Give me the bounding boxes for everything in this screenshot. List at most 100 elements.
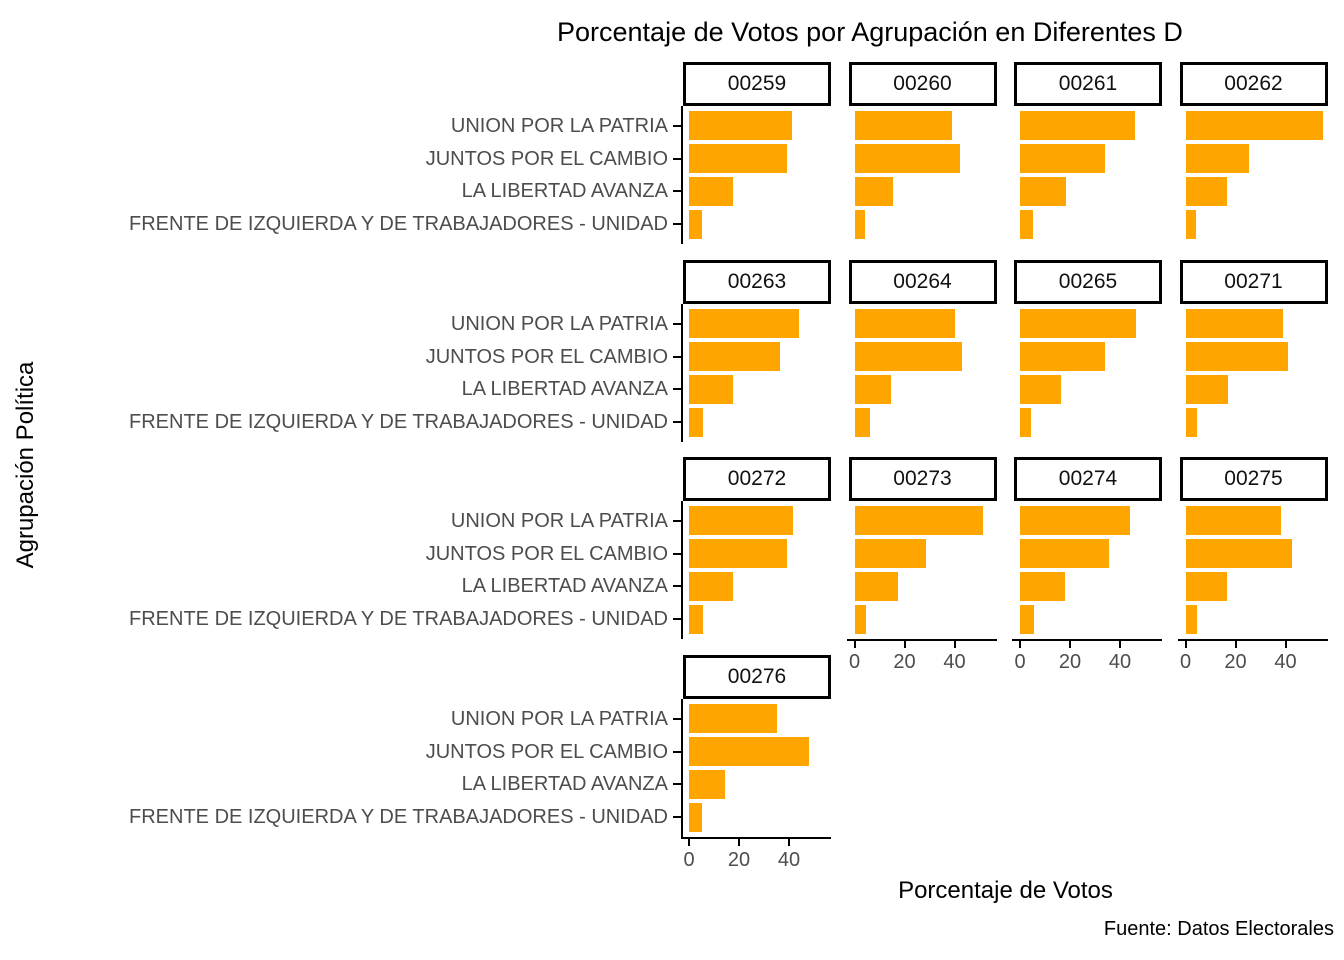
bar-juntos-por-el-cambio (1020, 539, 1109, 569)
bar-juntos-por-el-cambio (1185, 342, 1288, 372)
bar-la-libertad-avanza (689, 769, 726, 799)
facet-strip: 00262 (1179, 62, 1328, 106)
x-axis-tick-label: 0 (683, 849, 695, 871)
x-axis-line (1177, 639, 1328, 641)
bar-juntos-por-el-cambio (689, 539, 787, 569)
facet-panel (683, 106, 831, 244)
y-axis-label-la-libertad-avanza: LA LIBERTAD AVANZA (461, 575, 668, 598)
y-axis-label-frente-de-izquierda-y-de-trabajadores-unidad: FRENTE DE IZQUIERDA Y DE TRABAJADORES - … (129, 213, 668, 236)
y-axis-label-frente-de-izquierda-y-de-trabajadores-unidad: FRENTE DE IZQUIERDA Y DE TRABAJADORES - … (129, 411, 668, 434)
x-axis-line (681, 837, 831, 839)
bar-juntos-por-el-cambio (1185, 144, 1250, 174)
y-axis-line (681, 699, 683, 837)
x-axis-line (846, 639, 997, 641)
x-axis-tick-label: 40 (1274, 651, 1297, 673)
x-axis-tick-label: 40 (777, 849, 801, 871)
facet-strip-label: 00265 (1058, 270, 1118, 293)
y-axis-label-la-libertad-avanza: LA LIBERTAD AVANZA (461, 180, 668, 203)
y-axis-tick (673, 190, 681, 193)
bar-union-por-la-patria (854, 506, 984, 536)
bar-la-libertad-avanza (854, 374, 891, 404)
facet-strip: 00273 (848, 457, 997, 501)
facet-strip-label: 00262 (1224, 72, 1283, 95)
facet-panel (1179, 106, 1328, 244)
y-axis-tick (673, 618, 681, 621)
x-axis-tick (1184, 641, 1187, 648)
y-axis-label-juntos-por-el-cambio: JUNTOS POR EL CAMBIO (425, 740, 668, 763)
source-caption: Fuente: Datos Electorales (1103, 918, 1334, 940)
bar-juntos-por-el-cambio (854, 144, 960, 174)
x-axis-tick (688, 839, 690, 846)
bar-juntos-por-el-cambio (1020, 342, 1105, 372)
x-axis-tick (788, 839, 790, 846)
y-axis-tick (673, 322, 681, 325)
x-axis-title: Porcentaje de Votos (898, 877, 1113, 904)
facet-strip: 00272 (683, 457, 831, 501)
facet-strip: 00274 (1014, 457, 1162, 501)
facet-panel (848, 304, 997, 442)
y-axis-tick (673, 519, 681, 522)
bar-frente-de-izquierda-y-de-trabajadores-unidad (854, 209, 865, 239)
bar-frente-de-izquierda-y-de-trabajadores-unidad (1185, 407, 1197, 437)
y-axis-label-frente-de-izquierda-y-de-trabajadores-unidad: FRENTE DE IZQUIERDA Y DE TRABAJADORES - … (129, 806, 668, 829)
y-axis-label-juntos-por-el-cambio: JUNTOS POR EL CAMBIO (425, 345, 668, 368)
bar-la-libertad-avanza (1185, 571, 1227, 601)
y-axis-label-juntos-por-el-cambio: JUNTOS POR EL CAMBIO (425, 542, 668, 565)
bar-frente-de-izquierda-y-de-trabajadores-unidad (689, 604, 703, 634)
x-axis-tick-label: 0 (1014, 651, 1026, 673)
bar-la-libertad-avanza (1185, 176, 1227, 206)
facet-strip-label: 00275 (1224, 467, 1283, 490)
bar-la-libertad-avanza (854, 176, 894, 206)
facet-strip: 00264 (848, 260, 997, 304)
facet-strip: 00259 (683, 62, 831, 106)
facet-panel (683, 699, 831, 837)
bar-la-libertad-avanza (689, 571, 733, 601)
x-axis-tick (1019, 641, 1021, 648)
x-axis-tick-label: 20 (1224, 651, 1247, 673)
y-axis-label-union-por-la-patria: UNION POR LA PATRIA (450, 509, 668, 532)
y-axis-tick (673, 421, 681, 424)
y-axis-tick (673, 157, 681, 160)
facet-panel (1179, 304, 1328, 442)
facet-panel (1179, 501, 1328, 639)
x-axis-tick-label: 40 (1108, 651, 1132, 673)
y-axis-line (681, 106, 683, 244)
x-axis-tick-label: 40 (943, 651, 966, 673)
facet-strip-label: 00273 (893, 467, 952, 490)
y-axis-label-juntos-por-el-cambio: JUNTOS POR EL CAMBIO (425, 147, 668, 170)
bar-juntos-por-el-cambio (1020, 144, 1105, 174)
x-axis-tick-label: 0 (848, 651, 861, 673)
bar-frente-de-izquierda-y-de-trabajadores-unidad (689, 802, 702, 832)
facet-strip-label: 00261 (1058, 72, 1118, 95)
bar-la-libertad-avanza (1020, 571, 1065, 601)
bar-juntos-por-el-cambio (1185, 539, 1292, 569)
x-axis-tick (1119, 641, 1121, 648)
bar-frente-de-izquierda-y-de-trabajadores-unidad (1020, 407, 1032, 437)
facet-panel (848, 106, 997, 244)
bar-frente-de-izquierda-y-de-trabajadores-unidad (689, 209, 702, 239)
bar-union-por-la-patria (689, 506, 793, 536)
facet-strip: 00275 (1179, 457, 1328, 501)
bar-frente-de-izquierda-y-de-trabajadores-unidad (854, 604, 866, 634)
y-axis-tick (673, 355, 681, 358)
y-axis-tick (673, 783, 681, 786)
y-axis-label-union-por-la-patria: UNION POR LA PATRIA (450, 312, 668, 335)
bar-union-por-la-patria (1020, 111, 1135, 141)
y-axis-tick (673, 816, 681, 819)
bar-union-por-la-patria (854, 309, 955, 339)
bar-la-libertad-avanza (689, 374, 733, 404)
x-axis-tick-label: 20 (1058, 651, 1082, 673)
bar-juntos-por-el-cambio (689, 342, 781, 372)
bar-frente-de-izquierda-y-de-trabajadores-unidad (689, 407, 703, 437)
x-axis-tick (1069, 641, 1071, 648)
x-axis-tick-label: 20 (893, 651, 916, 673)
facet-panel (1014, 106, 1162, 244)
facet-panel (1014, 501, 1162, 639)
y-axis-tick (673, 717, 681, 720)
y-axis-tick (673, 388, 681, 391)
x-axis-tick-label: 0 (1179, 651, 1192, 673)
bar-juntos-por-el-cambio (689, 144, 787, 174)
facet-panel (683, 501, 831, 639)
facet-strip: 00276 (683, 655, 831, 699)
